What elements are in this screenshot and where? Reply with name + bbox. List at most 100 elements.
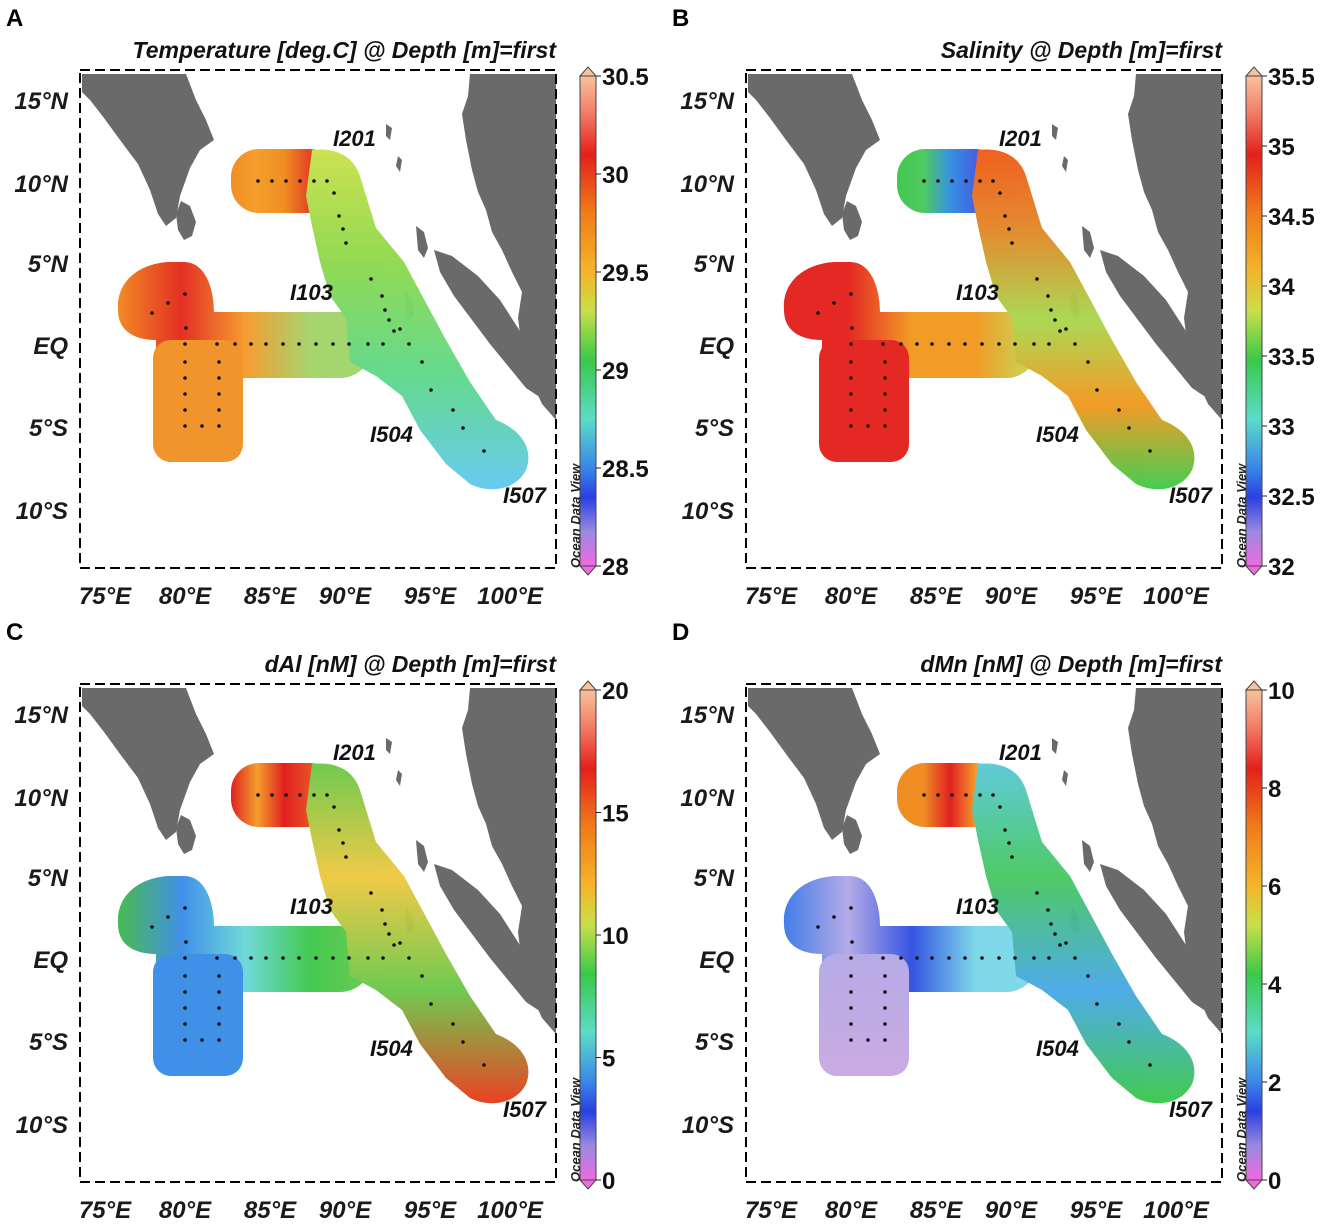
colorbar-tick-label: 10 — [1268, 678, 1295, 705]
station-marker — [341, 227, 345, 231]
station-marker — [963, 956, 967, 960]
land-mass — [748, 74, 880, 226]
station-marker — [284, 179, 288, 183]
station-marker — [217, 424, 221, 428]
station-marker — [429, 1002, 433, 1006]
station-marker — [183, 1006, 187, 1010]
station-marker — [183, 990, 187, 994]
station-marker — [850, 940, 854, 944]
station-marker — [997, 956, 1001, 960]
station-marker — [332, 805, 336, 809]
x-tick-label: 85°E — [910, 1197, 963, 1224]
station-marker — [832, 301, 836, 305]
station-marker — [341, 841, 345, 845]
land-mass — [416, 226, 428, 258]
station-marker — [883, 974, 887, 978]
land-mass — [82, 74, 214, 226]
station-marker — [183, 906, 187, 910]
station-marker — [217, 990, 221, 994]
station-marker — [366, 342, 370, 346]
station-marker — [298, 179, 302, 183]
land-mass — [1128, 688, 1222, 1034]
station-marker — [166, 915, 170, 919]
x-tick-label: 95°E — [1070, 1197, 1123, 1224]
land-mass — [1052, 738, 1058, 754]
x-tick-label: 85°E — [910, 583, 963, 610]
station-marker — [881, 342, 885, 346]
x-tick-label: 100°E — [1143, 1197, 1210, 1224]
station-marker — [849, 956, 853, 960]
y-tick-label: 10°N — [14, 171, 68, 198]
odv-watermark: Ocean Data View — [1234, 463, 1249, 568]
station-marker — [1073, 956, 1077, 960]
map-frame — [745, 683, 1223, 1183]
station-marker — [950, 793, 954, 797]
colorbar-tick-label: 29.5 — [602, 260, 649, 287]
land-mass — [1062, 770, 1068, 786]
colorbar-tick-label: 4 — [1268, 972, 1282, 999]
station-marker — [849, 1006, 853, 1010]
station-marker — [407, 342, 411, 346]
station-marker — [420, 360, 424, 364]
colorbar: 30.5 30 29.5 29 28.5 28 — [578, 64, 649, 581]
station-marker — [297, 956, 301, 960]
station-marker — [217, 1006, 221, 1010]
station-markers — [150, 793, 486, 1067]
station-marker — [883, 392, 887, 396]
station-marker — [849, 1038, 853, 1042]
station-marker — [1117, 408, 1121, 412]
station-marker — [1046, 908, 1050, 912]
station-marker — [850, 326, 854, 330]
land-mass — [386, 738, 392, 754]
station-marker — [233, 956, 237, 960]
x-tick-label: 80°E — [159, 583, 212, 610]
x-tick-label: 85°E — [244, 583, 297, 610]
x-tick-label: 100°E — [477, 583, 544, 610]
station-label-i103: I103 — [290, 894, 333, 919]
station-marker — [482, 1063, 486, 1067]
station-label-i504: I504 — [1036, 422, 1079, 447]
station-marker — [1058, 329, 1062, 333]
station-marker — [215, 342, 219, 346]
field-segment-east — [972, 763, 1195, 1104]
station-marker — [217, 360, 221, 364]
panel-title: dAl [nM] @ Depth [m]=first — [265, 651, 558, 677]
station-marker — [337, 828, 341, 832]
colorbar-tick-label: 32.5 — [1268, 484, 1315, 511]
station-marker — [1127, 1040, 1131, 1044]
station-marker — [398, 941, 402, 945]
station-marker — [849, 974, 853, 978]
station-marker — [482, 449, 486, 453]
y-tick-label: 10°N — [680, 171, 734, 198]
station-marker — [922, 179, 926, 183]
station-marker — [849, 342, 853, 346]
land-mass — [434, 864, 540, 1010]
station-marker — [978, 793, 982, 797]
colorbar-tick-label: 2 — [1268, 1070, 1281, 1097]
station-marker — [325, 179, 329, 183]
station-marker — [866, 1038, 870, 1042]
y-tick-label: 15°N — [14, 702, 68, 729]
station-marker — [184, 326, 188, 330]
station-marker — [849, 360, 853, 364]
field-segment-east — [972, 149, 1195, 490]
colorbar-min-arrow — [1244, 565, 1264, 576]
station-label-i201: I201 — [333, 126, 376, 151]
station-marker — [883, 1038, 887, 1042]
station-marker — [883, 1006, 887, 1010]
land-mass — [1128, 74, 1222, 420]
station-marker — [997, 342, 1001, 346]
station-marker — [312, 179, 316, 183]
station-marker — [387, 318, 391, 322]
station-marker — [1032, 956, 1036, 960]
station-label-i201: I201 — [333, 740, 376, 765]
y-tick-label: 5°S — [695, 1029, 734, 1056]
x-tick-label: 90°E — [319, 583, 372, 610]
station-marker — [1013, 342, 1017, 346]
panel-title: Salinity @ Depth [m]=first — [941, 37, 1224, 63]
land-mass — [1100, 250, 1206, 396]
station-marker — [461, 1040, 465, 1044]
colorbar-tick-label: 5 — [602, 1046, 615, 1073]
station-marker — [184, 940, 188, 944]
